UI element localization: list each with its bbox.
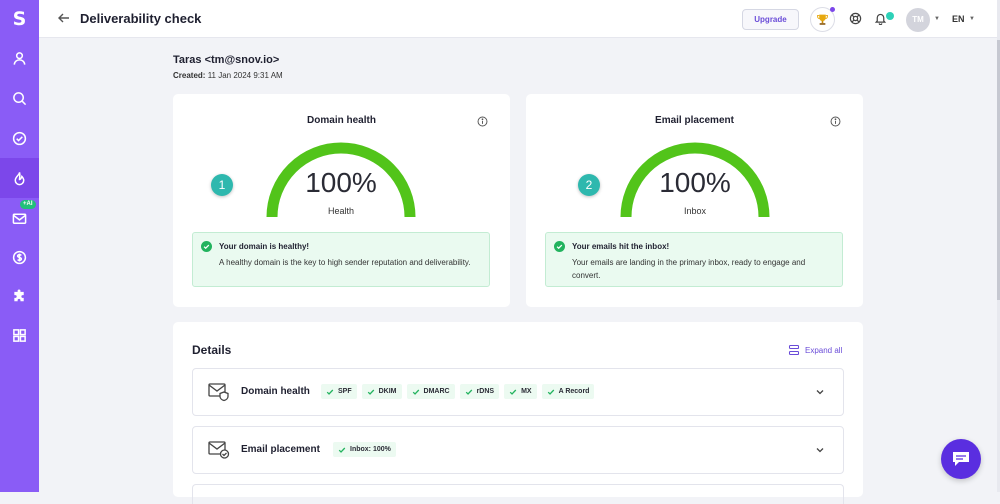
sidebar-item-search[interactable] xyxy=(0,78,39,118)
flame-icon xyxy=(14,171,25,185)
chip-label: SPF xyxy=(338,388,352,395)
card-title: Email placement xyxy=(655,115,734,126)
check-icon xyxy=(412,389,419,395)
domain-health-card: Domain health 1 100% Health Your domain … xyxy=(173,94,510,307)
step-badge: 1 xyxy=(211,174,233,196)
info-icon[interactable] xyxy=(830,116,841,127)
details-card: Details Expand all Domain health SPF DKI… xyxy=(173,322,863,504)
alert-text: Your emails are landing in the primary i… xyxy=(572,258,806,280)
created-date: Created: 11 Jan 2024 9:31 AM xyxy=(173,71,283,80)
email-placement-card: Email placement 2 100% Inbox Your emails… xyxy=(526,94,863,307)
chip-label: Inbox: 100% xyxy=(350,446,391,453)
chat-bubble-icon xyxy=(953,452,969,466)
check-icon xyxy=(465,389,472,395)
check-icon xyxy=(547,389,554,395)
chip-label: rDNS xyxy=(476,388,495,395)
scrollbar-thumb[interactable] xyxy=(997,40,1000,300)
sidebar-item-verifier[interactable] xyxy=(0,118,39,158)
language-selector[interactable]: EN xyxy=(952,14,965,24)
row-title: Domain health xyxy=(241,386,310,397)
chip-spf: SPF xyxy=(321,384,357,399)
chip-a-record: A Record xyxy=(541,384,595,399)
upgrade-button[interactable]: Upgrade xyxy=(742,9,799,30)
chip-label: DKIM xyxy=(378,388,397,395)
alert-title: Your emails hit the inbox! xyxy=(572,242,670,251)
mail-check-icon xyxy=(208,441,230,459)
dollar-icon xyxy=(12,250,27,264)
alert-title: Your domain is healthy! xyxy=(219,242,310,251)
chip-dmarc: DMARC xyxy=(406,384,455,399)
user-icon xyxy=(13,51,26,65)
ai-badge: +AI xyxy=(20,200,36,209)
sender-address: Taras <tm@snov.io> xyxy=(173,54,280,66)
app-logo[interactable]: S xyxy=(12,8,27,30)
sidebar-item-warmup[interactable] xyxy=(0,158,39,198)
expand-all-button[interactable]: Expand all xyxy=(788,344,842,356)
chevron-down-icon[interactable] xyxy=(815,387,825,397)
check-chips: Inbox: 100% xyxy=(333,442,396,457)
notification-dot xyxy=(886,12,894,20)
achievements-dot xyxy=(830,7,835,12)
chevron-down-icon[interactable] xyxy=(815,445,825,455)
created-label: Created: xyxy=(173,71,206,80)
check-circle-icon xyxy=(554,241,565,252)
language-caret-icon[interactable]: ▼ xyxy=(969,16,975,22)
card-title: Domain health xyxy=(307,115,376,126)
chip-rdns: rDNS xyxy=(459,384,500,399)
next-row[interactable] xyxy=(192,484,844,504)
back-arrow-icon[interactable] xyxy=(56,10,72,26)
alert-text: A healthy domain is the key to high send… xyxy=(219,258,471,267)
inbox-gauge xyxy=(620,142,770,218)
page-title: Deliverability check xyxy=(80,11,202,26)
check-chips: SPF DKIM DMARC rDNS MX A Record xyxy=(321,384,595,399)
health-label: Health xyxy=(327,206,354,216)
chat-button[interactable] xyxy=(941,439,981,479)
expand-list-icon xyxy=(788,344,800,356)
puzzle-icon xyxy=(14,288,24,301)
sidebar-item-campaigns[interactable] xyxy=(0,198,39,238)
chip-dkim: DKIM xyxy=(361,384,402,399)
sidebar-item-deals[interactable] xyxy=(0,237,39,277)
trophy-icon xyxy=(817,14,828,25)
sidebar: S +AI xyxy=(0,0,39,492)
inbox-label: Inbox xyxy=(683,206,707,216)
sidebar-item-prospects[interactable] xyxy=(0,38,39,78)
step-badge: 2 xyxy=(578,174,600,196)
mail-icon xyxy=(12,213,27,224)
sidebar-item-integrations[interactable] xyxy=(0,276,39,316)
avatar[interactable]: TM xyxy=(906,8,930,32)
success-alert: Your domain is healthy! A healthy domain… xyxy=(192,232,490,287)
bell-icon[interactable] xyxy=(874,12,887,25)
row-title: Email placement xyxy=(241,444,320,455)
mail-shield-icon xyxy=(208,383,229,402)
check-circle-icon xyxy=(201,241,212,252)
top-bar: Deliverability check Upgrade TM ▼ EN ▼ xyxy=(39,0,997,38)
chip-label: DMARC xyxy=(423,388,450,395)
health-percent: 100% xyxy=(305,167,377,198)
expand-all-label: Expand all xyxy=(805,345,843,355)
sidebar-item-apps[interactable] xyxy=(0,315,39,355)
check-icon xyxy=(509,389,517,395)
inbox-percent: 100% xyxy=(659,167,731,198)
check-icon xyxy=(367,389,374,395)
check-icon xyxy=(338,447,346,453)
created-value: 11 Jan 2024 9:31 AM xyxy=(207,71,283,80)
chip-inbox: Inbox: 100% xyxy=(333,442,396,457)
info-icon[interactable] xyxy=(477,116,488,127)
success-alert: Your emails hit the inbox! Your emails a… xyxy=(545,232,843,287)
chip-label: A Record xyxy=(558,388,590,395)
avatar-caret-icon[interactable]: ▼ xyxy=(934,16,940,22)
help-lifebuoy-icon[interactable] xyxy=(849,12,862,25)
search-icon xyxy=(13,91,27,105)
details-title: Details xyxy=(192,343,232,357)
domain-health-row[interactable]: Domain health SPF DKIM DMARC rDNS MX A R… xyxy=(192,368,844,416)
email-placement-row[interactable]: Email placement Inbox: 100% xyxy=(192,426,844,474)
chip-mx: MX xyxy=(504,384,537,399)
chip-label: MX xyxy=(521,388,532,395)
check-circle-icon xyxy=(12,131,27,145)
health-gauge xyxy=(266,142,416,218)
grid-icon xyxy=(13,328,26,342)
check-icon xyxy=(326,389,334,395)
